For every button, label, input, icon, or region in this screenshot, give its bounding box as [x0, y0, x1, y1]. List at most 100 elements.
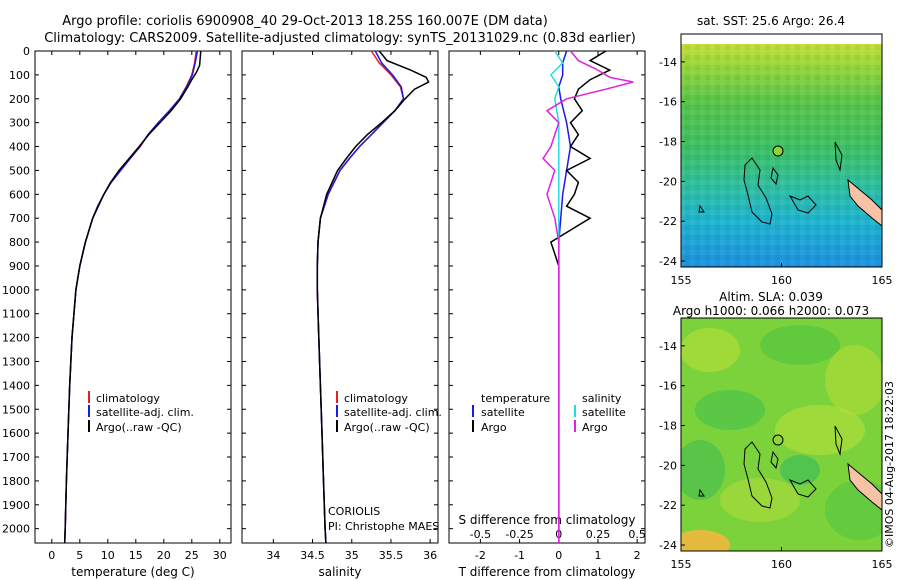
- depth-tick-label: 1700: [2, 451, 30, 464]
- map-x-tick-label: 165: [872, 558, 893, 571]
- sst-land-new-caledonia: [847, 178, 882, 227]
- x-tick-label: 0: [48, 549, 55, 562]
- map-y-tick-label: -22: [659, 215, 677, 228]
- x-tick-label: 15: [129, 549, 143, 562]
- x-tick-label: 25: [185, 549, 199, 562]
- series-line-argo-raw-qc: [316, 50, 430, 544]
- map-x-tick-label: 160: [771, 558, 792, 571]
- map-y-tick-label: -16: [659, 380, 677, 393]
- depth-tick-label: 1900: [2, 499, 30, 512]
- depth-tick-label: 2000: [2, 523, 30, 536]
- x-tick-label: 20: [157, 549, 171, 562]
- depth-tick-label: 1300: [2, 355, 30, 368]
- map-y-tick-label: -20: [659, 459, 677, 472]
- series-line-climatology: [316, 50, 405, 544]
- sla-map: [681, 318, 882, 551]
- sst-float-marker: [772, 145, 784, 157]
- sla-land-new-caledonia: [847, 462, 882, 511]
- map-y-tick-label: -18: [659, 420, 677, 433]
- x-tick-label: -2: [475, 549, 486, 562]
- map-y-tick-label: -14: [659, 56, 677, 69]
- temperature-axis-label: temperature (deg C): [71, 565, 194, 579]
- map-x-tick-label: 160: [771, 274, 792, 287]
- salinity-series: [316, 50, 430, 544]
- x-tick-label: 0: [555, 549, 562, 562]
- depth-tick-label: 1400: [2, 379, 30, 392]
- map-y-tick-label: -16: [659, 96, 677, 109]
- depth-tick-label: 500: [9, 164, 30, 177]
- sst-coastlines: [698, 141, 843, 225]
- depth-tick-label: 400: [9, 141, 30, 154]
- salinity-x-axis: 34 34.5 35 35.5 36: [266, 51, 437, 562]
- series-line-argo: [542, 50, 634, 543]
- header-line1: Argo profile: coriolis 6900908_40 29-Oct…: [62, 14, 548, 29]
- x-tick-label: 2: [634, 549, 641, 562]
- sla-map-title: Altim. SLA: 0.039: [719, 290, 823, 304]
- s-diff-tick-label: 0.25: [586, 528, 611, 541]
- series-line-argo-raw-qc: [63, 50, 202, 544]
- legend-label-t-satellite: satellite: [481, 406, 525, 419]
- x-tick-label: 30: [213, 549, 227, 562]
- legend-title-temperature: temperature: [481, 392, 550, 405]
- map-x-tick-label: 155: [671, 558, 692, 571]
- x-tick-label: 5: [76, 549, 83, 562]
- t-difference-axis-label: T difference from climatology: [458, 565, 636, 579]
- depth-tick-label: 300: [9, 117, 30, 130]
- legend-label-satellite: satellite-adj. clim.: [96, 406, 194, 419]
- salinity-legend: climatology satellite-adj. clim. Argo(..…: [336, 391, 442, 434]
- x-tick-label: 1: [594, 549, 601, 562]
- depth-tick-label: 1600: [2, 427, 30, 440]
- depth-axis: 0 100 200 300 400 500 600 700 800 900 1000 1100 1200…: [2, 45, 645, 536]
- map-x-tick-label: 165: [872, 274, 893, 287]
- depth-tick-label: 200: [9, 93, 30, 106]
- legend-label-t-argo: Argo: [481, 421, 507, 434]
- sst-map: [681, 34, 882, 267]
- series-line-satellite-adj-clim: [316, 50, 405, 544]
- sla-float-marker: [772, 434, 784, 446]
- salinity-axis-label: salinity: [318, 565, 361, 579]
- coriolis-annotation: CORIOLIS: [328, 505, 380, 518]
- legend-label-satellite: satellite-adj. clim.: [344, 406, 442, 419]
- x-tick-label: 35.5: [379, 549, 404, 562]
- header-line2: Climatology: CARS2009. Satellite-adjuste…: [44, 31, 636, 46]
- temperature-legend: climatology satellite-adj. clim. Argo(..…: [88, 391, 194, 434]
- x-tick-label: 34: [266, 549, 280, 562]
- depth-tick-label: 100: [9, 69, 30, 82]
- sst-map-axes: 155 160 165 -14 -16 -18 -20 -22 -24: [659, 56, 892, 287]
- legend-label-argo: Argo(..raw -QC): [344, 421, 430, 434]
- sla-blobs: [681, 325, 882, 551]
- depth-tick-label: 700: [9, 212, 30, 225]
- temperature-panel-frame: [34, 50, 232, 544]
- legend-label-s-satellite: satellite: [582, 406, 626, 419]
- difference-panel-frame: [448, 50, 646, 544]
- map-y-tick-label: -22: [659, 499, 677, 512]
- series-line-satellite-adj-clim: [63, 50, 199, 544]
- map-y-tick-label: -14: [659, 340, 677, 353]
- map-x-tick-label: 155: [671, 274, 692, 287]
- s-difference-axis-label: S difference from climatology: [459, 513, 636, 527]
- depth-tick-label: 900: [9, 260, 30, 273]
- legend-label-climatology: climatology: [344, 392, 408, 405]
- legend-title-salinity: salinity: [582, 392, 622, 405]
- depth-tick-label: 0: [23, 45, 30, 58]
- x-tick-label: 35: [345, 549, 359, 562]
- series-line-argo: [550, 50, 612, 543]
- difference-series: [542, 50, 634, 543]
- map-y-tick-label: -18: [659, 136, 677, 149]
- depth-tick-label: 800: [9, 236, 30, 249]
- temperature-series: [63, 50, 202, 544]
- series-line-climatology: [63, 50, 198, 544]
- sla-map-subtitle: Argo h1000: 0.066 h2000: 0.073: [673, 304, 869, 318]
- depth-tick-label: 1500: [2, 403, 30, 416]
- credit-text: ©IMOS 04-Aug-2017 18:22:03: [883, 381, 896, 548]
- depth-tick-label: 600: [9, 188, 30, 201]
- sla-coastlines: [698, 425, 843, 509]
- x-tick-label: 36: [423, 549, 437, 562]
- sst-map-title: sat. SST: 25.6 Argo: 26.4: [697, 14, 845, 28]
- salinity-panel-frame: [241, 50, 439, 544]
- series-line-satellite: [558, 50, 572, 543]
- x-tick-label: -1: [514, 549, 525, 562]
- legend-label-climatology: climatology: [96, 392, 160, 405]
- map-y-tick-label: -20: [659, 175, 677, 188]
